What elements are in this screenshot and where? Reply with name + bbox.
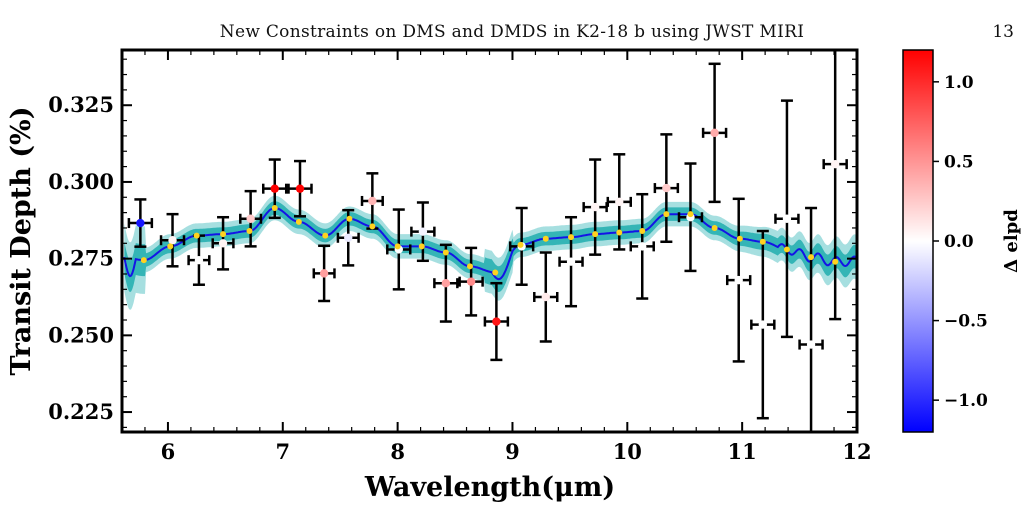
x-tick-label: 7 bbox=[275, 439, 290, 464]
outer-credible-band bbox=[124, 195, 856, 310]
x-tick-label: 9 bbox=[505, 439, 520, 464]
x-tick-label: 11 bbox=[728, 439, 757, 464]
binned-model-point bbox=[542, 235, 549, 242]
colorbar-tick-label: 0.0 bbox=[944, 232, 974, 252]
running-title: New Constraints on DMS and DMDS in K2-18… bbox=[219, 22, 805, 42]
binned-model-point bbox=[711, 224, 718, 231]
data-point bbox=[218, 239, 228, 248]
binned-model-point bbox=[783, 246, 790, 253]
x-tick-label: 10 bbox=[613, 439, 642, 464]
binned-model-point bbox=[167, 243, 174, 250]
y-tick-label: 0.275 bbox=[48, 246, 114, 271]
model-spectrum-line bbox=[123, 206, 857, 281]
binned-model-point bbox=[220, 231, 227, 238]
data-point bbox=[830, 159, 840, 169]
data-point bbox=[295, 184, 305, 193]
data-point bbox=[492, 317, 501, 326]
data-point bbox=[782, 214, 792, 223]
data-point bbox=[194, 255, 204, 265]
x-axis-ticks: 6 7 8 9 10 11 12 bbox=[144, 50, 872, 464]
model-line bbox=[123, 206, 857, 281]
y-axis-ticks: 0.225 0.250 0.275 0.300 0.325 bbox=[48, 58, 857, 428]
binned-model-point bbox=[808, 254, 815, 261]
data-point bbox=[418, 227, 428, 236]
binned-model-point bbox=[832, 258, 839, 265]
data-point bbox=[758, 320, 768, 329]
binned-model-point bbox=[759, 238, 766, 245]
x-tick-label: 8 bbox=[390, 439, 405, 464]
binned-model-point bbox=[687, 211, 694, 218]
y-tick-label: 0.225 bbox=[48, 399, 114, 424]
data-point bbox=[319, 269, 329, 278]
data-point bbox=[368, 196, 377, 206]
colorbar-tick-label: 1.0 bbox=[944, 73, 974, 93]
colorbar-tick-label: −0.5 bbox=[944, 312, 988, 332]
binned-model-point bbox=[442, 249, 449, 256]
binned-model-point bbox=[322, 232, 329, 239]
model-confidence-bands bbox=[124, 195, 856, 310]
binned-model-point bbox=[663, 211, 670, 218]
y-tick-label: 0.325 bbox=[48, 92, 114, 117]
binned-model-point bbox=[466, 263, 473, 270]
data-point bbox=[270, 184, 279, 193]
x-axis-title: Wavelength(μm) bbox=[364, 472, 615, 503]
binned-model-point bbox=[418, 243, 425, 250]
binned-model-point bbox=[639, 228, 646, 235]
binned-model-point bbox=[369, 223, 376, 230]
data-errorbars bbox=[127, 50, 848, 432]
data-point bbox=[662, 183, 671, 193]
binned-model-point bbox=[568, 234, 575, 241]
colorbar bbox=[902, 49, 934, 433]
data-point bbox=[344, 233, 353, 242]
colorbar-ticks: −1.0 −0.5 0.0 0.5 1.0 bbox=[933, 73, 988, 411]
data-point bbox=[566, 257, 576, 266]
binned-model-point bbox=[193, 232, 200, 239]
binned-model-point bbox=[394, 243, 401, 250]
data-point bbox=[590, 202, 600, 212]
binned-model-point bbox=[616, 229, 623, 236]
data-point bbox=[136, 218, 145, 228]
data-point bbox=[466, 277, 476, 286]
data-point bbox=[441, 278, 451, 288]
data-point bbox=[615, 197, 624, 207]
colorbar-tick-label: 0.5 bbox=[944, 152, 974, 172]
x-tick-label: 6 bbox=[161, 439, 176, 464]
binned-model-point bbox=[140, 257, 147, 264]
binned-model-points bbox=[140, 205, 839, 276]
data-point bbox=[806, 340, 816, 349]
binned-model-point bbox=[346, 215, 353, 222]
colorbar-tick-label: −1.0 bbox=[944, 391, 988, 411]
data-point bbox=[168, 236, 177, 245]
data-point bbox=[541, 292, 550, 302]
y-tick-label: 0.250 bbox=[48, 322, 114, 347]
binned-model-point bbox=[736, 235, 743, 242]
data-point bbox=[710, 128, 719, 138]
page-number: 13 bbox=[992, 22, 1014, 42]
colorbar-title: Δ elpd bbox=[1001, 209, 1022, 273]
y-tick-label: 0.300 bbox=[48, 169, 114, 194]
data-point bbox=[246, 214, 255, 223]
x-tick-label: 12 bbox=[842, 439, 871, 464]
binned-model-point bbox=[271, 205, 278, 212]
y-axis-title: Transit Depth (%) bbox=[6, 107, 37, 376]
binned-model-point bbox=[295, 218, 302, 225]
binned-model-point bbox=[517, 241, 524, 248]
data-point bbox=[638, 242, 647, 251]
page-header: New Constraints on DMS and DMDS in K2-18… bbox=[0, 0, 1024, 42]
binned-model-point bbox=[592, 231, 599, 238]
binned-model-point bbox=[492, 269, 499, 276]
data-point bbox=[734, 275, 743, 285]
binned-model-point bbox=[246, 228, 253, 235]
